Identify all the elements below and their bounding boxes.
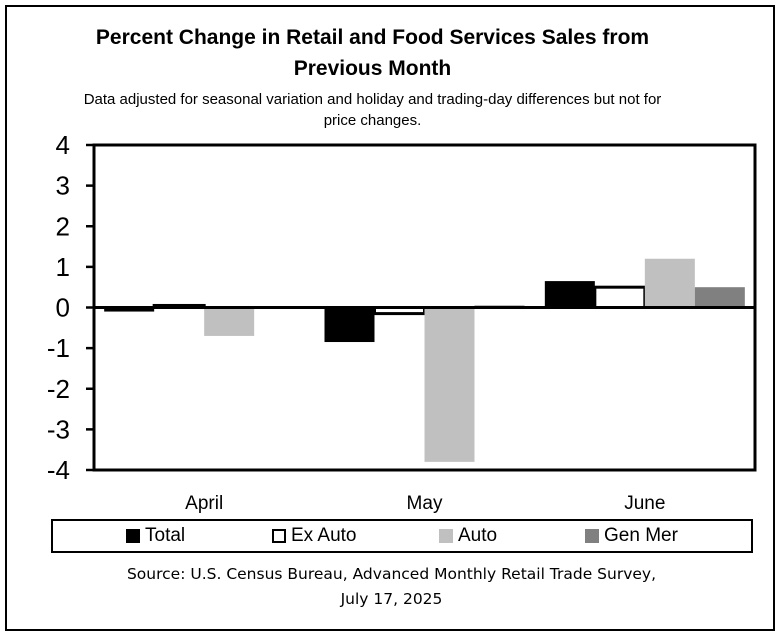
y-tick-label: 0 [56,293,70,323]
source-line2: July 17, 2025 [340,590,443,608]
y-tick-label: -3 [47,414,70,444]
y-tick-label: 3 [56,171,70,201]
legend-item-auto: Auto [439,521,497,551]
legend-swatch-total [126,529,140,543]
bar-auto-june [644,258,695,308]
y-tick-label: -2 [47,374,70,404]
legend-item-total: Total [126,521,185,551]
x-category-label: April [185,493,223,514]
y-tick-label: 1 [56,252,70,282]
legend-label-total: Total [145,525,186,546]
source-note: Source: U.S. Census Bureau, Advanced Mon… [0,562,783,612]
chart-frame [5,5,775,631]
chart-title: Percent Change in Retail and Food Servic… [0,22,745,84]
bar-auto-may [424,307,475,462]
x-category-label: June [624,493,665,514]
y-tick-label: -1 [47,333,70,363]
legend-label-gen-mer: Gen Mer [604,525,678,546]
source-line1: Source: U.S. Census Bureau, Advanced Mon… [126,565,657,583]
legend-label-auto: Auto [458,525,498,546]
chart-subtitle-line1: Data adjusted for seasonal variation and… [83,91,662,108]
legend-item-ex-auto: Ex Auto [272,521,357,551]
bar-total-may [324,307,375,343]
legend-item-gen-mer: Gen Mer [585,521,678,551]
legend-label-ex-auto: Ex Auto [291,525,357,546]
legend-swatch-ex-auto [272,529,286,543]
y-tick-label: -4 [47,455,70,485]
y-tick-label: 4 [56,130,70,160]
chart-subtitle: Data adjusted for seasonal variation and… [0,89,745,131]
chart-title-line2: Previous Month [293,57,452,80]
legend: Total Ex Auto Auto Gen Mer [51,519,753,553]
bar-gen-mer-june [694,287,745,308]
legend-swatch-auto [439,529,453,543]
bar-ex-auto-june [593,285,647,309]
y-tick-label: 2 [56,211,70,241]
chart-title-line1: Percent Change in Retail and Food Servic… [95,26,650,49]
x-category-label: May [407,493,443,514]
chart-subtitle-line2: price changes. [323,112,422,129]
bar-total-april [104,307,155,312]
bar-auto-april [204,307,255,336]
bar-total-june [544,281,595,308]
legend-swatch-gen-mer [585,529,599,543]
